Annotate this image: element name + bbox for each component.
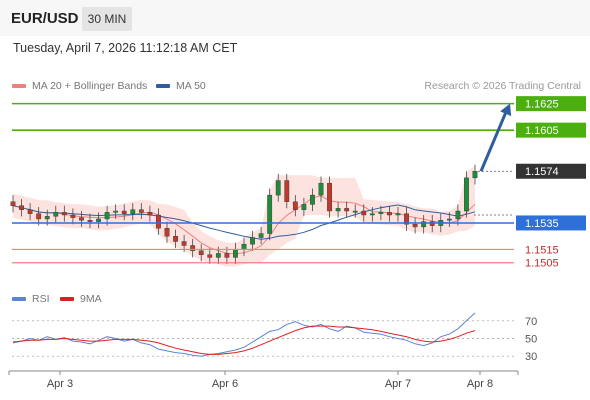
legend-ma50-label: MA 50: [176, 80, 206, 92]
candle-body: [378, 212, 384, 214]
candle-body: [352, 210, 358, 213]
rsi-tick-label: 30: [525, 351, 537, 363]
header-bar: EUR/USD 30 MIN: [0, 0, 590, 36]
legend-9ma: 9MA: [60, 293, 102, 305]
candle-body: [10, 201, 16, 206]
candle-body: [113, 210, 119, 213]
candle-body: [104, 212, 110, 220]
candle-body: [156, 214, 161, 229]
time-tick-label: Apr 3: [47, 378, 73, 390]
candle-body: [233, 249, 238, 258]
candle-body: [87, 220, 93, 222]
bollinger-band: [13, 165, 475, 267]
legend-ma20-label: MA 20 + Bollinger Bands: [32, 80, 148, 92]
candle-body: [310, 194, 315, 205]
pivot-level-label: 1.1535: [525, 218, 559, 230]
candle-body: [215, 253, 221, 258]
candle-body: [130, 209, 136, 214]
time-tick-label: Apr 7: [385, 378, 411, 390]
candle-body: [147, 212, 153, 216]
candle-body: [53, 212, 59, 217]
ma20-swatch: [12, 84, 26, 88]
candle-body: [344, 208, 350, 212]
legend-ma20-bollinger: MA 20 + Bollinger Bands: [12, 80, 147, 92]
candle-body: [404, 213, 409, 225]
target-level-label: 1.1605: [525, 125, 559, 137]
candle-body: [173, 236, 178, 242]
candle-body: [181, 241, 187, 246]
candle-body: [36, 213, 42, 220]
candle-body: [412, 224, 418, 228]
candle-body: [207, 254, 213, 258]
time-tick-label: Apr 6: [212, 378, 238, 390]
candle-body: [96, 218, 101, 222]
candle-body: [224, 253, 230, 258]
pair-title: EUR/USD: [11, 10, 79, 27]
pivot-level-tag: [516, 215, 586, 231]
candle-body: [44, 216, 50, 220]
candle-body: [455, 210, 461, 220]
candle-body: [301, 204, 307, 210]
candle-body: [70, 214, 76, 218]
candle-body: [258, 233, 264, 238]
rsi-line: [12, 312, 476, 357]
credit-text: Research © 2026 Trading Central: [424, 80, 581, 92]
candle-body: [275, 180, 281, 196]
candle-body: [472, 171, 478, 179]
candle-body: [79, 217, 84, 221]
last-price-tag: [516, 163, 586, 179]
candle-body: [61, 212, 67, 216]
time-tick-label: Apr 8: [467, 378, 493, 390]
ma50-swatch: [156, 84, 170, 88]
legend-9ma-label: 9MA: [80, 293, 102, 305]
legend-ma50: MA 50: [156, 80, 206, 92]
forecast-arrow-head: [500, 103, 512, 117]
candle-body: [421, 221, 427, 228]
support-level-label: 1.1515: [525, 244, 559, 256]
target-level-tag: [516, 122, 586, 138]
candle-body: [138, 209, 144, 213]
rsi-9ma-line: [12, 325, 476, 355]
candle-body: [284, 180, 290, 202]
rsi-tick-label: 70: [525, 316, 537, 328]
legend-rsi-label: RSI: [32, 293, 50, 305]
forecast-arrow-shaft: [479, 109, 509, 172]
9ma-swatch: [60, 297, 74, 301]
candle-body: [292, 201, 298, 210]
candle-body: [190, 245, 196, 251]
target-level-label: 1.1625: [525, 99, 559, 111]
candle-body: [327, 182, 332, 212]
timestamp: Tuesday, April 7, 2026 11:12:18 AM CET: [13, 41, 238, 55]
legend-rsi: RSI: [12, 293, 50, 305]
candle-body: [198, 250, 204, 255]
candle-body: [27, 209, 33, 214]
candle-body: [369, 213, 375, 216]
candle-body: [318, 182, 324, 196]
rsi-tick-label: 50: [525, 334, 537, 346]
candle-body: [241, 243, 247, 250]
candle-body: [395, 213, 401, 216]
rsi-swatch: [12, 297, 26, 301]
candle-body: [164, 228, 170, 237]
candle-body: [464, 177, 469, 212]
candle-body: [387, 212, 392, 216]
candle-body: [267, 194, 273, 234]
candle-body: [446, 218, 452, 221]
candle-body: [335, 208, 341, 212]
candle-body: [121, 210, 127, 214]
candle-body: [19, 205, 24, 210]
candle-body: [250, 237, 255, 245]
support-level-label: 1.1505: [525, 258, 559, 270]
last-price-label: 1.1574: [525, 166, 559, 178]
timeframe-button[interactable]: 30 MIN: [82, 7, 132, 31]
target-level-tag: [516, 96, 586, 112]
candle-body: [361, 210, 367, 216]
